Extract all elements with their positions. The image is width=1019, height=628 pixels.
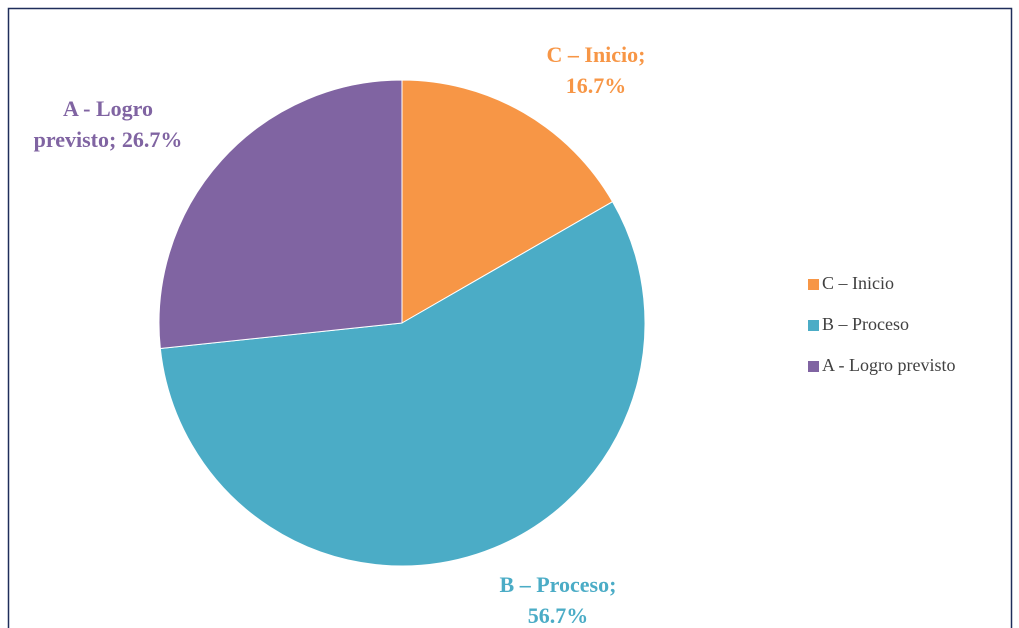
legend-swatch bbox=[808, 320, 819, 331]
legend-label: C – Inicio bbox=[822, 273, 894, 293]
data-label: C – Inicio; bbox=[547, 42, 646, 67]
legend-label: B – Proceso bbox=[822, 314, 909, 334]
data-label: B – Proceso; bbox=[500, 572, 617, 597]
data-label: 56.7% bbox=[528, 603, 589, 628]
data-label: 16.7% bbox=[566, 73, 627, 98]
pie-slice bbox=[401, 79, 614, 324]
legend-label: A - Logro previsto bbox=[822, 355, 955, 375]
data-label: previsto; 26.7% bbox=[34, 127, 183, 152]
legend-swatch bbox=[808, 361, 819, 372]
legend-swatch bbox=[808, 279, 819, 290]
pie-slice bbox=[158, 79, 403, 350]
pie-slice bbox=[159, 201, 646, 567]
data-label: A - Logro bbox=[63, 96, 153, 121]
